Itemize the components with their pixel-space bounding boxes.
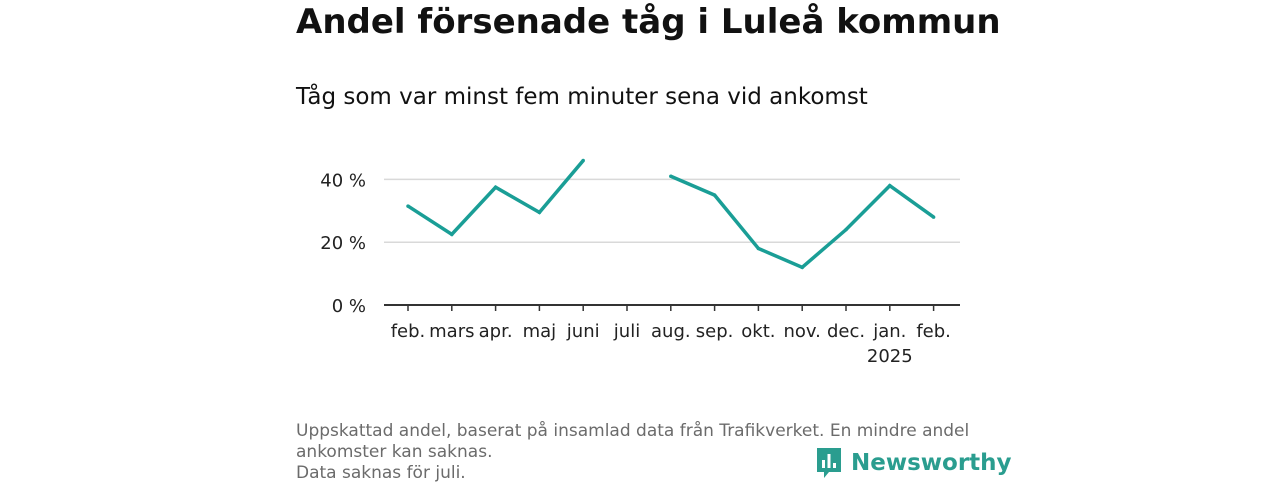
data-point (581, 158, 585, 163)
x-tick-label: juli (613, 321, 640, 342)
newsworthy-logo: Newsworthy (815, 446, 1012, 480)
data-point (537, 210, 542, 215)
x-tick-label: mars (429, 321, 474, 342)
x-tick-label: juni (566, 321, 600, 342)
footnote-line-1: Uppskattad andel, baserat på insamlad da… (296, 421, 970, 441)
x-tick-label: okt. (741, 321, 775, 342)
x-tick-label: feb. (916, 321, 951, 342)
y-tick-label: 20 % (320, 233, 366, 254)
series-line-segment (407, 159, 585, 237)
x-tick-label: feb. (391, 321, 426, 342)
x-tick-label: dec. (827, 321, 865, 342)
data-point (450, 232, 454, 237)
data-point (800, 265, 804, 270)
y-tick-label: 40 % (320, 170, 366, 191)
x-tick-label: apr. (479, 321, 513, 342)
data-point (756, 246, 761, 251)
data-point (931, 215, 936, 219)
y-tick-label: 0 % (332, 296, 366, 317)
x-tick-label: jan. (872, 321, 906, 342)
data-point (844, 227, 848, 232)
x-tick-label: aug. (651, 321, 691, 342)
x-tick-label: nov. (783, 321, 820, 342)
x-tick-label: maj (523, 321, 557, 342)
brand-name: Newsworthy (851, 450, 1012, 476)
data-point (712, 193, 717, 197)
chart-bubble-icon (817, 448, 841, 478)
x-tick-label: sep. (696, 321, 734, 342)
x-tick-sublabel: 2025 (867, 346, 913, 367)
data-point (493, 185, 498, 189)
data-point (888, 183, 892, 188)
chart-subtitle: Tåg som var minst fem minuter sena vid a… (296, 84, 868, 110)
footnote: Uppskattad andel, baserat på insamlad da… (296, 421, 996, 484)
footnote-line-2: ankomster kan saknas. (296, 442, 493, 462)
series-line-segment (670, 174, 935, 270)
data-point (406, 204, 410, 208)
data-point (669, 174, 673, 179)
footnote-line-3: Data saknas för juli. (296, 463, 466, 483)
chart-title: Andel försenade tåg i Luleå kommun (296, 2, 1001, 42)
